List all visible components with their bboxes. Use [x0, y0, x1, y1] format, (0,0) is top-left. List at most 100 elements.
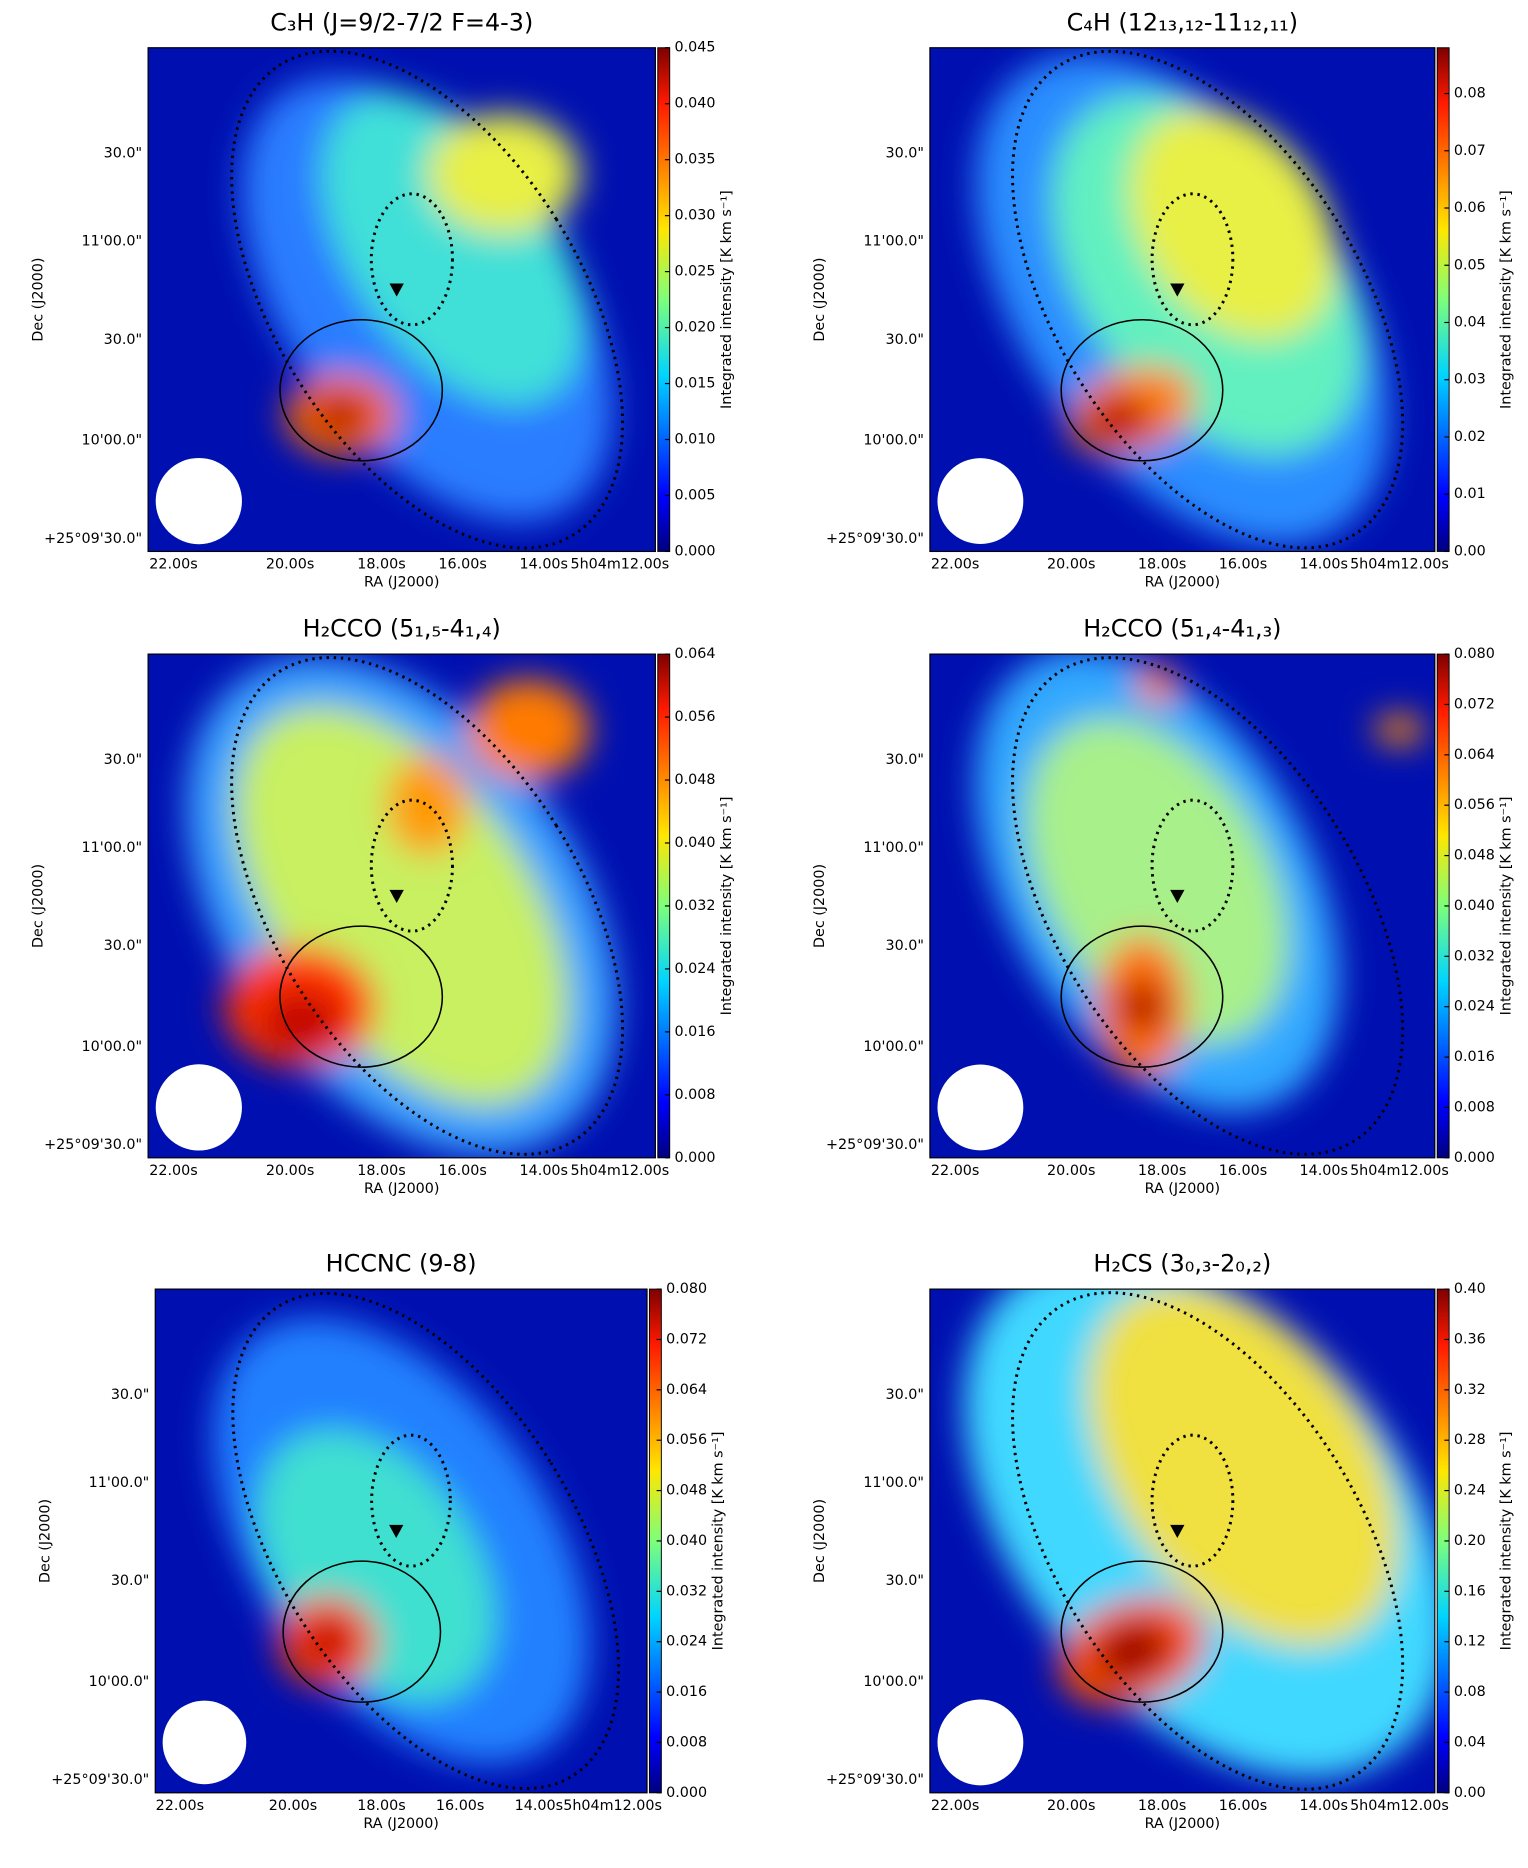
y-axis-label: Dec (J2000) [30, 864, 46, 948]
colorbar-tick-label: 0.00 [1454, 543, 1486, 559]
x-tick-label: 20.00s [266, 1163, 314, 1179]
y-tick-label: 30.0" [104, 146, 142, 162]
y-tick-label: 30.0" [111, 1573, 149, 1589]
intensity-map [148, 47, 656, 552]
colorbar-tick-label: 0.015 [674, 376, 715, 392]
x-tick-label: 20.00s [266, 557, 314, 573]
colorbar-tick-label: 0.040 [1454, 898, 1495, 914]
colorbar-tick-label: 0.07 [1454, 143, 1486, 159]
beam [937, 458, 1024, 544]
x-tick-label: 22.00s [156, 1798, 204, 1814]
x-tick-label: 22.00s [149, 1163, 197, 1179]
colorbar-tick-label: 0.05 [1454, 257, 1486, 273]
intensity-map [929, 47, 1435, 552]
map-panel: HCCNC (9-8) 22.00s 20.00s 18.00s 16.00s 14.00… [37, 1250, 726, 1832]
colorbar [1436, 47, 1450, 552]
x-tick-label: 14.00s [520, 1163, 568, 1179]
colorbar-tick-label: 0.035 [674, 152, 715, 168]
y-tick-label: 10'00.0" [863, 1674, 924, 1690]
colorbar-tick-label: 0.040 [666, 1533, 707, 1549]
colorbar-tick-label: 0.008 [674, 1087, 715, 1103]
y-tick-label: 30.0" [885, 1573, 923, 1589]
contour-solid [1060, 1560, 1224, 1703]
x-tick-label: 5h04m12.00s [570, 1163, 669, 1179]
contour-solid [279, 925, 444, 1068]
colorbar-tick-label: 0.04 [1454, 314, 1486, 330]
plot-frame [929, 47, 1436, 553]
y-tick-label: 11'00.0" [82, 234, 143, 250]
colorbar-tick-label: 0.064 [666, 1382, 707, 1398]
x-tick-label: 16.00s [1219, 557, 1267, 573]
map-panel: C₄H (12₁₃,₁₂-11₁₂,₁₁) 22.00s 20.00s 18.00s 1… [812, 8, 1514, 590]
colorbar [657, 47, 671, 552]
contour-dotted [369, 192, 454, 327]
emission-blob [1081, 395, 1153, 446]
colorbar-tick-label: 0.080 [1454, 646, 1495, 662]
beam [162, 1700, 247, 1785]
colorbar-tick-label: 0.016 [666, 1684, 707, 1700]
contour-dotted [1011, 1291, 1405, 1791]
beam [155, 457, 242, 545]
y-tick-label: 30.0" [104, 332, 142, 348]
emission [186, 657, 618, 1155]
colorbar-tick-label: 0.016 [674, 1024, 715, 1040]
x-tick-label: 16.00s [436, 1798, 484, 1814]
y-axis-label: Dec (J2000) [812, 864, 828, 948]
x-tick-label: 20.00s [1047, 557, 1095, 573]
map-panel: H₂CS (3₀,₃-2₀,₂) 22.00s 20.00s 18.00s 16.00s… [812, 1250, 1514, 1832]
x-tick-label: 16.00s [438, 1163, 486, 1179]
x-tick-label: 14.00s [1300, 1163, 1348, 1179]
colorbar-tick-label: 0.056 [674, 709, 715, 725]
contour-dotted [230, 49, 625, 550]
emission-blob [310, 395, 372, 436]
x-tick-label: 16.00s [1219, 1163, 1267, 1179]
emission [964, 1289, 1435, 1779]
y-tick-label: 11'00.0" [863, 1475, 924, 1491]
colorbar-tick-label: 0.08 [1454, 1684, 1486, 1700]
x-tick-label: 22.00s [931, 557, 979, 573]
colorbar-tick-label: 0.20 [1454, 1533, 1486, 1549]
colorbar-tick-label: 0.08 [1454, 86, 1486, 102]
colorbar-tick-label: 0.010 [674, 432, 715, 448]
panel-title: H₂CS (3₀,₃-2₀,₂) [1093, 1250, 1271, 1278]
y-tick-label: 30.0" [885, 1387, 923, 1403]
source-marker [389, 889, 404, 904]
colorbar-tick-label: 0.008 [1454, 1099, 1495, 1115]
x-tick-label: 18.00s [357, 1798, 405, 1814]
colorbar-tick-label: 0.072 [666, 1331, 707, 1347]
x-axis-label: RA (J2000) [1145, 1181, 1221, 1197]
x-tick-label: 18.00s [357, 557, 405, 573]
contour-dotted [1150, 1433, 1235, 1568]
colorbar-tick-label: 0.03 [1454, 372, 1486, 388]
x-tick-label: 5h04m12.00s [563, 1798, 662, 1814]
emission-blob [1087, 1289, 1399, 1646]
y-tick-label: 11'00.0" [89, 1475, 150, 1491]
y-tick-label: +25°09'30.0" [44, 1137, 142, 1153]
colorbar-tick-label: 0.02 [1454, 429, 1486, 445]
source-marker [1170, 889, 1185, 904]
emission [212, 1317, 590, 1764]
y-axis-label: Dec (J2000) [812, 258, 828, 342]
contour-solid [1060, 925, 1224, 1068]
y-tick-label: 30.0" [104, 938, 142, 954]
x-tick-label: 18.00s [1138, 557, 1186, 573]
colorbar-tick-label: 0.000 [1454, 1150, 1495, 1166]
y-tick-label: +25°09'30.0" [826, 1137, 924, 1153]
y-tick-label: 30.0" [885, 332, 923, 348]
colorbar-label: Integrated intensity [K km s⁻¹] [1498, 1432, 1514, 1651]
emission-blob [302, 1616, 352, 1667]
source-marker [389, 1524, 404, 1539]
x-tick-label: 16.00s [1219, 1798, 1267, 1814]
colorbar-tick-label: 0.24 [1454, 1483, 1486, 1499]
colorbar-tick-label: 0.064 [1454, 747, 1495, 763]
colorbar-tick-label: 0.008 [666, 1734, 707, 1750]
source-marker [1170, 283, 1185, 297]
emission [241, 77, 613, 522]
y-axis-label: Dec (J2000) [812, 1499, 828, 1583]
colorbar-label: Integrated intensity [K km s⁻¹] [1498, 797, 1514, 1016]
colorbar-tick-label: 0.064 [674, 646, 715, 662]
panel-title: HCCNC (9-8) [326, 1250, 477, 1278]
map-panel: H₂CCO (5₁,₄-4₁,₃) 22.00s 20.00s 18.00s 16.00… [812, 615, 1514, 1197]
colorbar-tick-label: 0.01 [1454, 486, 1486, 502]
source-marker [389, 283, 404, 297]
